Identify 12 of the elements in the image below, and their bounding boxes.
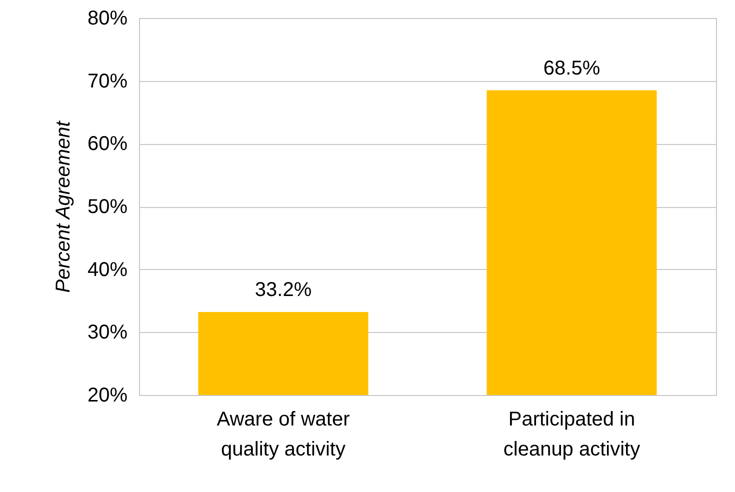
y-tick-label: 20% (87, 384, 128, 406)
data-label: 68.5% (543, 57, 600, 80)
y-tick-label: 50% (87, 196, 128, 218)
y-tick-label: 30% (87, 322, 128, 344)
y-tick-label: 40% (87, 258, 128, 281)
x-tick-label: Participated in cleanup activity (503, 408, 640, 460)
y-tick-label: 70% (87, 70, 128, 92)
y-tick-label: 80% (87, 8, 128, 30)
y-axis-title: Percent Agreement (52, 120, 74, 293)
y-tick-label: 60% (87, 133, 128, 156)
x-tick-label: Aware of water quality activity (216, 408, 350, 460)
data-label: 33.2% (254, 279, 312, 302)
